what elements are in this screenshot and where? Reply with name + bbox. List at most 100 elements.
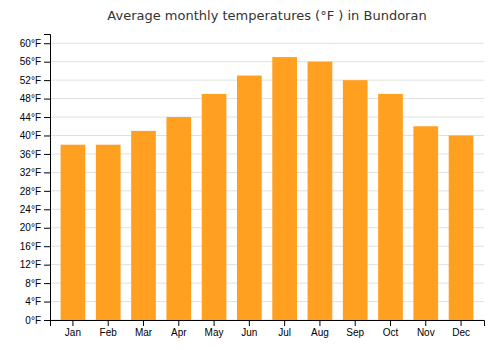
tick: 44°F (20, 112, 50, 123)
tick-mark (72, 320, 73, 326)
tick-label: 0°F (25, 315, 41, 326)
tick: Jul (278, 320, 291, 338)
tick-label: Dec (452, 327, 470, 338)
tick: Mar (135, 320, 153, 338)
tick-mark (44, 99, 50, 100)
tick-label: Mar (135, 327, 153, 338)
tick: 0°F (25, 315, 50, 326)
tick-mark (44, 62, 50, 63)
bar (308, 62, 333, 320)
tick-label: 40°F (20, 130, 41, 141)
tick-label: Jan (65, 327, 81, 338)
bar (131, 131, 156, 320)
tick: 56°F (20, 56, 50, 67)
tick-mark (44, 80, 50, 81)
tick-mark (44, 283, 50, 284)
bar (378, 94, 403, 320)
grid-line (50, 61, 484, 62)
bar (413, 126, 438, 320)
bar (343, 80, 368, 320)
tick-label: Oct (383, 327, 399, 338)
tick: Sep (346, 320, 364, 338)
tick: Jun (241, 320, 257, 338)
tick-label: Feb (100, 327, 118, 338)
tick-mark (390, 320, 391, 326)
tick-mark (461, 320, 462, 326)
tick-mark (44, 320, 50, 321)
tick: Feb (100, 320, 118, 338)
bar (61, 145, 86, 320)
tick-mark (355, 320, 356, 326)
tick-label: 8°F (25, 278, 41, 289)
bars (61, 57, 474, 320)
bar (166, 117, 191, 320)
tick: 8°F (25, 278, 50, 289)
tick: Nov (417, 320, 435, 338)
title: Average monthly temperatures (°F ) in Bu… (107, 8, 426, 23)
bar (449, 135, 474, 320)
tick-mark (108, 320, 109, 326)
grid-line (50, 43, 484, 44)
tick-label: Jul (278, 327, 291, 338)
tick: 36°F (20, 149, 50, 160)
tick-label: Apr (171, 327, 187, 338)
axis-line (51, 321, 485, 327)
bar (202, 94, 227, 320)
tick-mark (44, 246, 50, 247)
tick-mark (44, 302, 50, 303)
tick-mark (143, 320, 144, 326)
tick-mark (44, 154, 50, 155)
tick-mark (44, 43, 50, 44)
tick-mark (319, 320, 320, 326)
tick-label: 36°F (20, 149, 41, 160)
tick-label: Nov (417, 327, 435, 338)
tick-label: Jun (241, 327, 257, 338)
tick: May (205, 320, 224, 338)
tick-mark (44, 265, 50, 266)
tick: Dec (452, 320, 470, 338)
grid (50, 43, 484, 320)
tick-label: 20°F (20, 222, 41, 233)
tick: 20°F (20, 222, 50, 233)
tick-mark (44, 191, 50, 192)
tick: 12°F (20, 259, 50, 270)
tick: 52°F (20, 75, 50, 86)
tick-label: 12°F (20, 259, 41, 270)
tick-label: 60°F (20, 38, 41, 49)
tick: Jan (65, 320, 81, 338)
bar (237, 76, 262, 320)
chart: 0°F 4°F 8°F 12°F 16°F 20°F 24°F 28°F 32°F 36°F 40°… (0, 0, 500, 350)
tick-label: Aug (311, 327, 329, 338)
tick-mark (44, 135, 50, 136)
tick-label: 52°F (20, 75, 41, 86)
bar (272, 57, 297, 320)
grid-line (50, 117, 484, 118)
tick-label: 56°F (20, 56, 41, 67)
tick: 28°F (20, 186, 50, 197)
tick-mark (284, 320, 285, 326)
tick-label: May (205, 327, 224, 338)
axis-line (44, 35, 51, 321)
tick-label: 16°F (20, 241, 41, 252)
bar (96, 145, 121, 320)
tick: 16°F (20, 241, 50, 252)
tick-label: 4°F (25, 296, 41, 307)
tick: 32°F (20, 167, 50, 178)
tick: 60°F (20, 38, 50, 49)
tick-label: 32°F (20, 167, 41, 178)
tick-label: 44°F (20, 112, 41, 123)
tick-mark (249, 320, 250, 326)
tick-mark (44, 209, 50, 210)
tick-mark (178, 320, 179, 326)
tick-label: Sep (346, 327, 364, 338)
tick-label: 48°F (20, 93, 41, 104)
tick: 24°F (20, 204, 50, 215)
tick-mark (425, 320, 426, 326)
tick: 4°F (25, 296, 50, 307)
tick-mark (214, 320, 215, 326)
tick-mark (44, 172, 50, 173)
tick: Oct (383, 320, 399, 338)
tick-label: 28°F (20, 186, 41, 197)
x-axis: Jan Feb Mar Apr May Jun Jul Aug Sep Oct Nov Dec (51, 320, 485, 338)
tick: Aug (311, 320, 329, 338)
